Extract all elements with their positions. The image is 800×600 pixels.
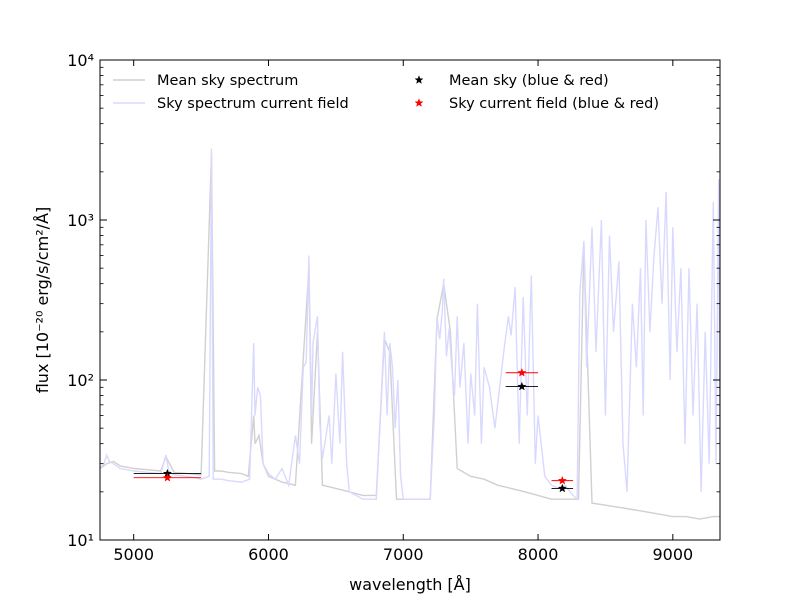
- legend-label-3: Sky current field (blue & red): [449, 96, 659, 112]
- plot-frame: [99, 59, 721, 541]
- x-axis-label: wavelength [Å]: [349, 575, 471, 594]
- y-tick-label-1: 10²: [67, 371, 94, 390]
- legend-label-2: Mean sky (blue & red): [449, 73, 609, 89]
- star-marker-2-1: [517, 381, 527, 391]
- errorbars: [133, 372, 574, 489]
- x-axis-ticks: 5000 6000 7000 8000 9000: [113, 60, 693, 564]
- series-line-1: [100, 148, 720, 501]
- legend: Mean sky spectrum Sky spectrum current fi…: [113, 73, 659, 112]
- y-tick-label-3: 10⁴: [67, 51, 94, 70]
- y-tick-label-2: 10³: [67, 211, 94, 230]
- legend-star-3: [414, 98, 424, 107]
- legend-label-1: Sky spectrum current field: [157, 96, 349, 112]
- y-tick-label-0: 10¹: [67, 531, 94, 550]
- x-tick-label-2: 7000: [383, 545, 424, 564]
- y-axis-label: flux [10⁻²⁰ erg/s/cm²/Å]: [33, 207, 52, 394]
- series-lines: [100, 148, 720, 520]
- star-marker-3-0: [162, 472, 172, 482]
- legend-label-0: Mean sky spectrum: [157, 73, 298, 89]
- x-tick-label-3: 8000: [518, 545, 559, 564]
- markers: [162, 367, 567, 493]
- star-marker-2-2: [557, 483, 567, 493]
- x-tick-label-4: 9000: [652, 545, 693, 564]
- x-tick-label-0: 5000: [113, 545, 154, 564]
- legend-star-2: [414, 75, 424, 84]
- series-line-0: [100, 153, 720, 520]
- star-marker-3-1: [517, 367, 527, 377]
- star-marker-3-2: [557, 475, 567, 485]
- x-tick-label-1: 6000: [248, 545, 289, 564]
- y-axis-ticks: 10¹ 10² 10³ 10⁴: [67, 51, 720, 550]
